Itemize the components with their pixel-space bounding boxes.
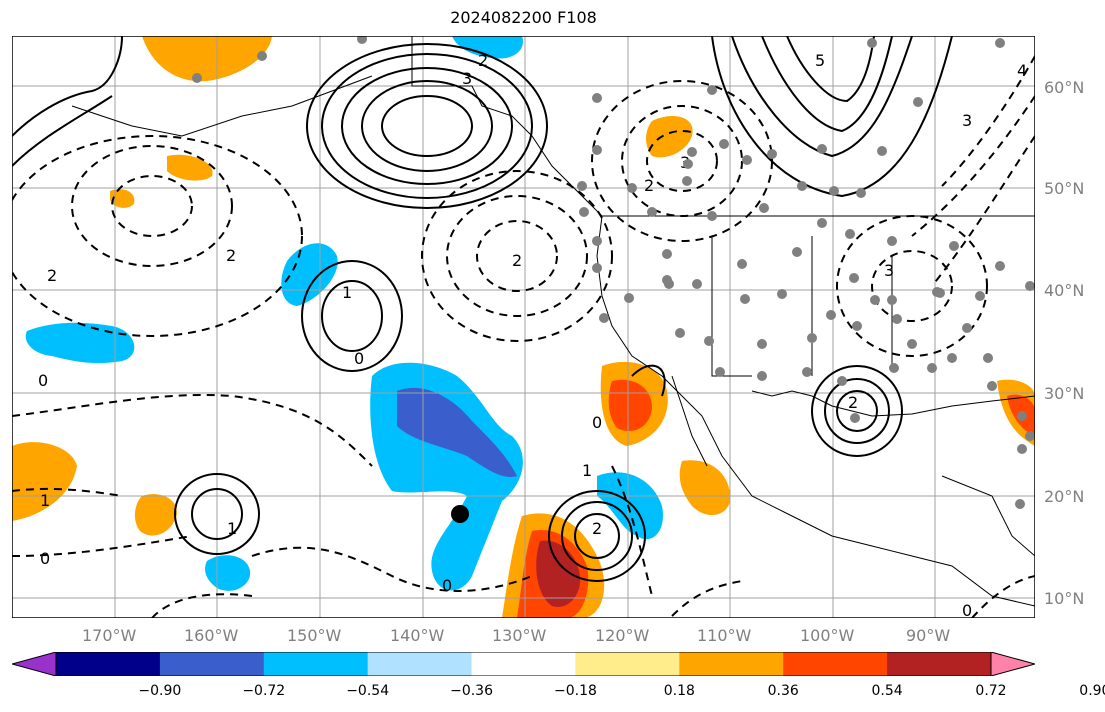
colorbar-segment — [56, 652, 161, 676]
contour-label: 4 — [1017, 61, 1027, 80]
contour-label: 2 — [47, 266, 57, 285]
contour-label: 0 — [354, 349, 364, 368]
colorbar-segment — [367, 652, 473, 676]
contour-label: 2 — [226, 246, 236, 265]
anomaly-fill — [12, 36, 1035, 618]
colorbar-tick-label: −0.72 — [242, 683, 286, 699]
colorbar — [12, 652, 1035, 676]
contour-label: 5 — [815, 51, 825, 70]
lon-label-90w: 90°W — [906, 626, 951, 645]
lat-label-50n: 50°N — [1044, 179, 1085, 198]
lon-label-100w: 100°W — [800, 626, 855, 645]
blue-region-mexico — [597, 472, 663, 540]
contour-label: 3 — [462, 69, 472, 88]
lat-label-20n: 20°N — [1044, 487, 1085, 506]
dark-blue-core — [397, 387, 517, 477]
contour-label: 1 — [40, 491, 50, 510]
contour-label: 1 — [342, 283, 352, 302]
colorbar-tick-label: −0.54 — [346, 683, 390, 699]
colorbar-frame — [55, 652, 992, 676]
contour-label: 0 — [442, 576, 452, 595]
orange-region-alaska — [142, 36, 272, 82]
lat-label-60n: 60°N — [1044, 78, 1085, 97]
colorbar-segment — [679, 652, 784, 676]
map-svg: 3 2 1 0 2 2 3 2 2 0 1 0 1 2 1 0 2 3 5 0 … — [1, 34, 1036, 620]
colorbar-extend-low — [12, 652, 57, 676]
contour-label: 3 — [962, 111, 972, 130]
colorbar-tick-label: 0.54 — [871, 683, 903, 699]
contour-label: 0 — [962, 601, 972, 618]
colorbar-tick-label: −0.36 — [450, 683, 493, 699]
contour-label: 2 — [848, 393, 858, 412]
lon-label-110w: 110°W — [697, 626, 752, 645]
contour-label: 3 — [884, 261, 894, 280]
blue-region-west — [25, 322, 135, 364]
contour-label: 1 — [582, 461, 592, 480]
blue-region-top — [452, 36, 523, 59]
colorbar-tick-label: 0.18 — [663, 683, 695, 699]
lon-label-140w: 140°W — [390, 626, 445, 645]
colorbar-segments — [56, 652, 992, 676]
plot-title: 2024082200 F108 — [450, 8, 597, 27]
lat-label-30n: 30°N — [1044, 384, 1085, 403]
contour-label: 0 — [40, 549, 50, 568]
coastlines — [71, 36, 1036, 607]
contour-label: 0 — [38, 371, 48, 390]
contour-label: 2 — [644, 176, 654, 195]
orange-region-eastpac — [679, 460, 731, 516]
contour-label: 2 — [478, 51, 488, 70]
orange-region-small1 — [167, 154, 213, 181]
colorbar-segment — [159, 652, 265, 676]
solid-contours — [11, 35, 953, 582]
lon-label-130w: 130°W — [492, 626, 547, 645]
contour-label: 1 — [227, 519, 237, 538]
orange-region-small2 — [110, 189, 135, 208]
lon-label-150w: 150°W — [287, 626, 342, 645]
orange-region-mid — [134, 494, 177, 536]
contour-label: 2 — [512, 251, 522, 270]
colorbar-segment — [783, 652, 888, 676]
storm-marker — [451, 505, 469, 523]
colorbar-segment — [575, 652, 680, 676]
colorbar-tick-label: 0.72 — [975, 683, 1007, 699]
blue-region-small — [205, 555, 251, 591]
station-dots — [192, 34, 1035, 509]
lat-label-40n: 40°N — [1044, 281, 1085, 300]
colorbar-tick-label: 0.90 — [1079, 683, 1105, 699]
colorbar-segment — [263, 652, 369, 676]
orange-region-west — [12, 442, 77, 521]
contour-labels: 3 2 1 0 2 2 3 2 2 0 1 0 1 2 1 0 2 3 5 0 … — [38, 51, 1027, 620]
lon-label-170w: 170°W — [82, 626, 137, 645]
lon-label-120w: 120°W — [595, 626, 650, 645]
contour-label: 2 — [592, 519, 602, 538]
map-panel: 3 2 1 0 2 2 3 2 2 0 1 0 1 2 1 0 2 3 5 0 … — [1, 34, 1036, 620]
colorbar-extend-high — [990, 652, 1035, 676]
colorbar-tick-label: 0.36 — [767, 683, 799, 699]
lat-label-10n: 10°N — [1044, 589, 1085, 608]
orange-region-canada — [646, 116, 693, 158]
colorbar-tick-label: −0.18 — [553, 683, 597, 699]
contour-label: 0 — [592, 413, 602, 432]
colorbar-segment — [887, 652, 992, 676]
colorbar-segment — [471, 652, 576, 676]
lon-label-160w: 160°W — [184, 626, 239, 645]
colorbar-tick-label: −0.90 — [138, 683, 182, 699]
